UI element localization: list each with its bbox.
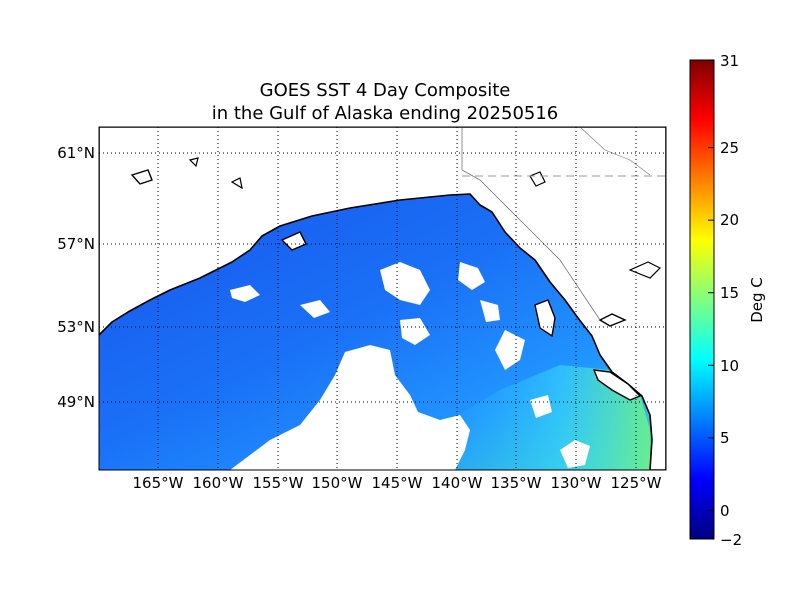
lon-label: 155°W [253, 474, 304, 492]
lat-label: 61°N [57, 144, 95, 162]
political-borders [461, 127, 666, 321]
lon-label: 125°W [611, 474, 662, 492]
lat-label: 53°N [57, 318, 95, 336]
colorbar-tick-label: 5 [720, 429, 730, 447]
cloud-gaps [230, 262, 590, 470]
colorbar-label: Deg C [748, 277, 766, 323]
map-title-line2: in the Gulf of Alaska ending 20250516 [211, 103, 559, 124]
coastal-islands [130, 169, 642, 401]
colorbar-tick-label: 15 [720, 284, 739, 302]
land-mainland [99, 127, 666, 470]
lon-label: 140°W [432, 474, 483, 492]
latitude-labels: 61°N 57°N 53°N 49°N [57, 144, 95, 411]
colorbar-tick-label: 31 [720, 52, 739, 70]
lon-label: 145°W [372, 474, 423, 492]
lon-label: 130°W [551, 474, 602, 492]
lon-label: 135°W [491, 474, 542, 492]
lat-label: 49°N [57, 393, 95, 411]
map-title-line1: GOES SST 4 Day Composite [259, 80, 511, 101]
colorbar [689, 59, 715, 540]
lon-label: 160°W [193, 474, 244, 492]
colorbar-tick-label: 20 [720, 211, 739, 229]
inland-lakes [188, 157, 662, 279]
colorbar-tick-label: 25 [720, 139, 739, 157]
lat-label: 57°N [57, 235, 95, 253]
colorbar-tick-label: 0 [720, 502, 730, 520]
colorbar-tick-labels: 31 25 20 15 10 5 0 −2 [720, 52, 742, 549]
longitude-labels: 165°W 160°W 155°W 150°W 145°W 140°W 135°… [133, 474, 662, 492]
colorbar-ticks [708, 60, 714, 511]
sst-warm-coastal-band [420, 365, 650, 470]
lon-label: 150°W [312, 474, 363, 492]
colorbar-tick-label: 10 [720, 357, 739, 375]
colorbar-tick-label: −2 [720, 531, 742, 549]
lon-label: 165°W [133, 474, 184, 492]
map-border [98, 126, 667, 471]
graticule [99, 127, 666, 470]
